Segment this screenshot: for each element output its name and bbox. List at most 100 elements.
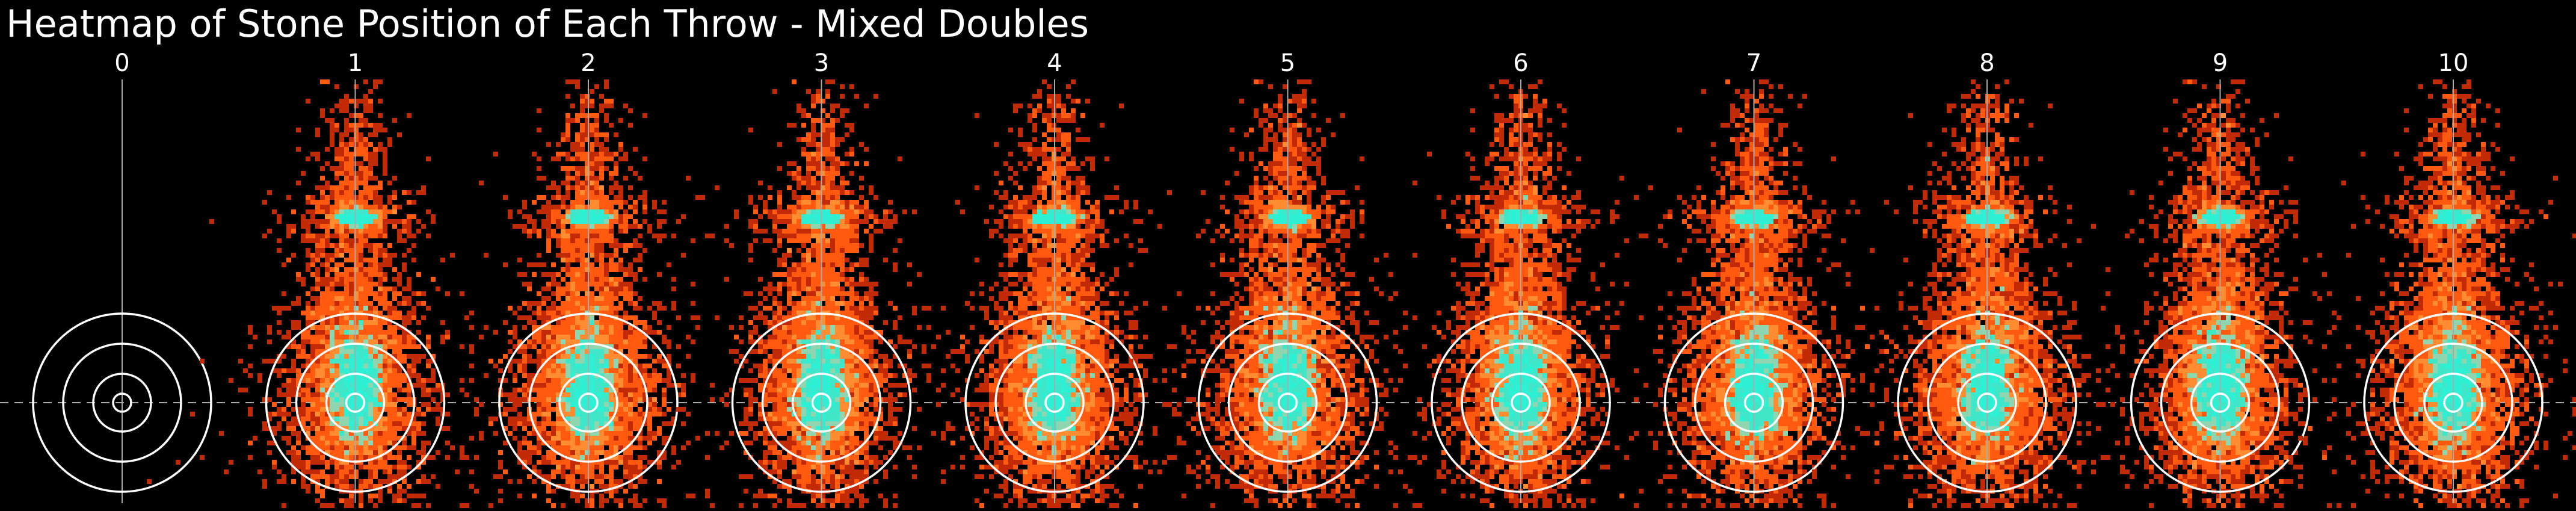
heatmap-cell [758,373,763,378]
heatmap-cell [816,301,821,306]
heatmap-cell [334,306,339,311]
heatmap-cell [320,431,325,436]
heatmap-cell [301,407,306,412]
heatmap-cell [575,465,580,469]
heatmap-cell [551,335,556,339]
heatmap-cell [527,359,532,364]
heatmap-cell [537,234,541,238]
heatmap-cell [320,282,325,286]
heatmap-cell [383,330,387,335]
heatmap-cell [359,431,363,436]
heatmap-cell [594,282,599,286]
heatmap-cell [609,104,614,108]
heatmap-cell [811,272,816,277]
heatmap-cell [821,234,825,238]
heatmap-cell [888,339,893,344]
heatmap-cell [864,315,869,320]
heatmap-cell [392,209,397,214]
heatmap-cell [772,89,777,94]
heatmap-cell [349,142,354,147]
heatmap-cell [354,320,359,325]
heatmap-cell [845,450,849,455]
heatmap-cell [325,243,330,248]
heatmap-cell [628,286,633,291]
heatmap-cell [359,368,363,373]
heatmap-cell [744,378,748,383]
heatmap-cell [460,455,464,460]
heatmap-cell [561,368,565,373]
heatmap-cell [599,431,604,436]
heatmap-cell [513,378,517,383]
heatmap-cell [811,277,816,282]
heatmap-cell [368,383,373,388]
heatmap-cell [825,344,830,349]
heatmap-cell [378,209,383,214]
heatmap-cell [407,383,411,388]
heatmap-cell [580,306,585,311]
heatmap-cell [604,291,609,296]
heatmap-cell [585,205,590,209]
heatmap-cell [859,344,864,349]
heatmap-cell [695,325,700,330]
heatmap-cell [551,373,556,378]
heatmap-cell [349,320,354,325]
heatmap-cell [565,243,570,248]
heatmap-cell [325,181,330,185]
heatmap-cell [590,354,594,359]
heatmap-cell [320,176,325,181]
heatmap-cell [397,383,402,388]
heatmap-cell [840,441,845,445]
heatmap-cell [801,301,806,306]
heatmap-cell [902,383,907,388]
heatmap-cell [821,243,825,248]
heatmap-cell [869,344,874,349]
heatmap-cell [570,311,575,315]
heatmap-cell [359,421,363,426]
heatmap-cell [580,484,585,489]
heatmap-cell [402,412,407,417]
heatmap-cell [334,229,339,234]
heatmap-cell [840,229,845,234]
heatmap-cell [782,484,787,489]
heatmap-cell [806,388,811,392]
heatmap-cell [854,484,859,489]
heatmap-cell [330,397,334,402]
heatmap-cell [517,359,522,364]
heatmap-cell [777,262,782,267]
heatmap-cell [864,388,869,392]
heatmap-cell [768,417,772,421]
heatmap-cell [344,185,349,190]
heatmap-cell [797,262,801,267]
heatmap-cell [570,339,575,344]
heatmap-cell [782,431,787,436]
heatmap-cell [816,436,821,441]
heatmap-cell [349,209,354,214]
heatmap-cell [262,359,267,364]
heatmap-cell [854,349,859,354]
heatmap-cell [387,359,392,364]
heatmap-cell [830,219,835,224]
heatmap-cell [830,445,835,450]
heatmap-cell [383,209,387,214]
heatmap-cell [628,469,633,474]
heatmap-cell [830,450,835,455]
heatmap-cell [854,209,859,214]
heatmap-cell [599,315,604,320]
heatmap-cell [816,441,821,445]
heatmap-cell [541,378,546,383]
heatmap-cell [570,296,575,301]
heatmap-cell [893,320,898,325]
heatmap-cell [325,306,330,311]
heatmap-cell [344,195,349,200]
heatmap-cell [652,359,657,364]
heatmap-cell [801,243,806,248]
heatmap-cell [330,205,334,209]
heatmap-cell [777,431,782,436]
heatmap-cell [801,441,806,445]
heatmap-cell [426,156,431,161]
heatmap-cell [825,445,830,450]
heatmap-cell [671,417,676,421]
heatmap-cell [628,378,633,383]
heatmap-cell [633,306,638,311]
heatmap-cell [614,344,618,349]
